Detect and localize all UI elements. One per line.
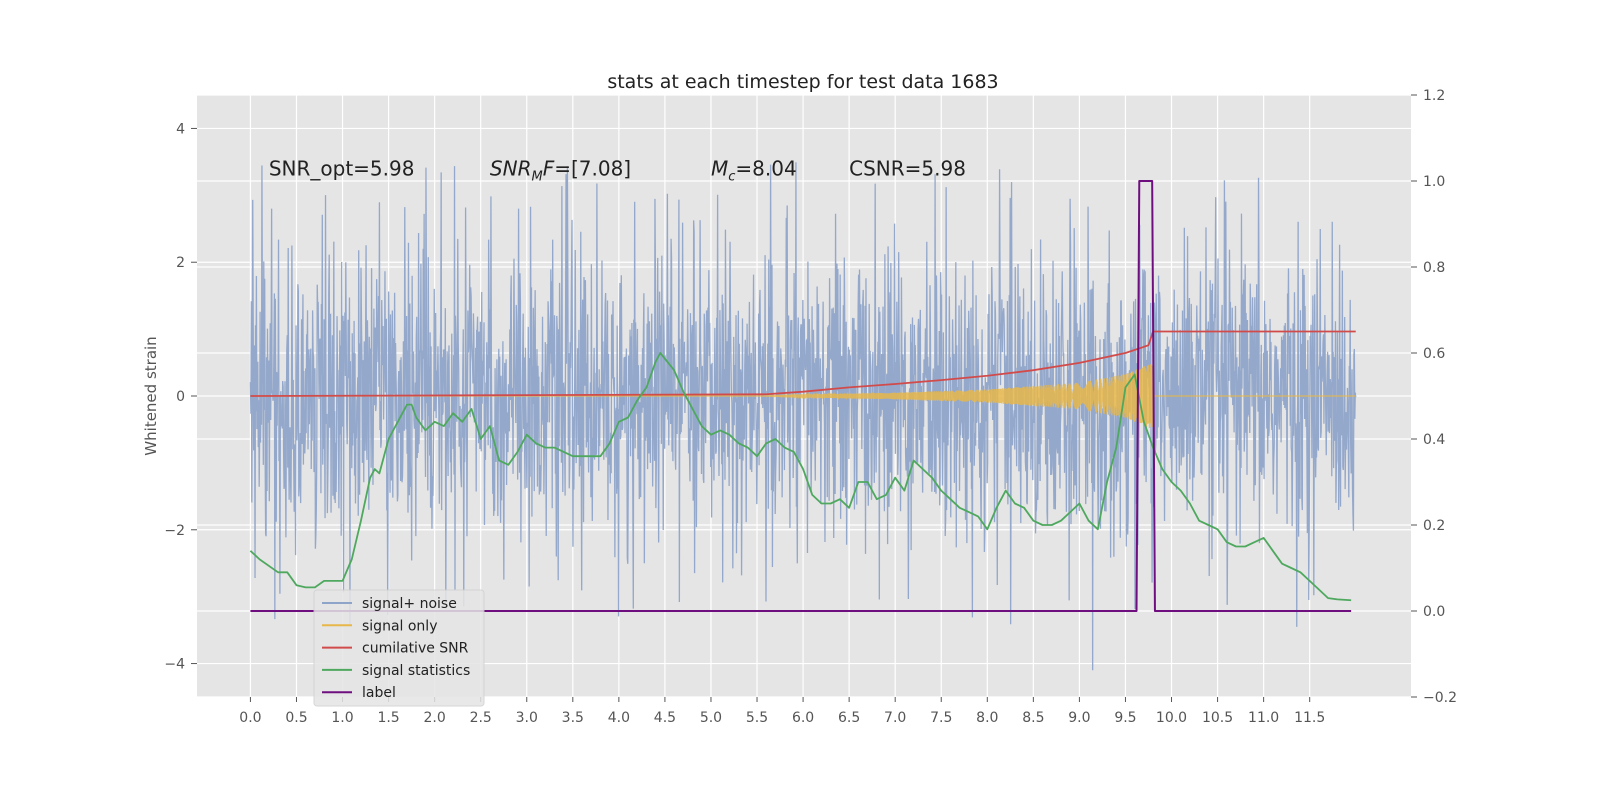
legend-box: [313, 589, 485, 707]
y-tick-label: 2: [176, 255, 185, 271]
x-tick-label: 3.0: [516, 710, 538, 726]
x-tick-label: 8.0: [976, 710, 998, 726]
x-tick-label: 8.5: [1022, 710, 1044, 726]
plot-series: [249, 162, 1357, 671]
legend-label: label: [362, 685, 396, 701]
y2-tick-label: 1.2: [1423, 88, 1445, 104]
x-tick-label: 0.0: [239, 710, 261, 726]
y2-tick-label: 0.8: [1423, 260, 1445, 276]
axes: 0.0 0.5 1.0 1.5 2.0 2.5 3.0 3.5 4.0 4.5 5.0 5.5 6.0 6…: [164, 88, 1457, 726]
x-tick-label: 4.5: [654, 710, 676, 726]
x-tick-label: 2.5: [470, 710, 492, 726]
x-tick-label: 5.0: [700, 710, 722, 726]
annotation-snr-opt: SNR_opt=5.98: [269, 156, 415, 180]
y-tick-label: −2: [164, 523, 185, 539]
y-axis-label: Whitened strain: [142, 336, 160, 455]
x-tick-label: 11.5: [1294, 710, 1325, 726]
legend-label: signal statistics: [362, 663, 470, 679]
x-tick-label: 1.5: [377, 710, 399, 726]
y-tick-label: −4: [164, 657, 185, 673]
y2-tick-label: 0.6: [1423, 346, 1445, 362]
y2-tick-label: 0.4: [1423, 432, 1445, 448]
x-tick-label: 9.0: [1068, 710, 1090, 726]
legend-label: cumilative SNR: [362, 641, 469, 657]
x-tick-label: 4.0: [608, 710, 630, 726]
annotation-mc: Mc=8.04: [711, 156, 797, 184]
x-tick-label: 7.5: [930, 710, 952, 726]
x-tick-label: 6.5: [838, 710, 860, 726]
signal-noise-line: [249, 162, 1357, 671]
x-tick-label: 10.5: [1202, 710, 1233, 726]
legend-label: signal only: [362, 618, 437, 634]
cumulative-snr-line: [250, 330, 1356, 397]
x-tick-label: 10.0: [1156, 710, 1187, 726]
x-tick-label: 7.0: [884, 710, 906, 726]
x-tick-label: 6.0: [792, 710, 814, 726]
annotation-csnr: CSNR=5.98: [849, 156, 966, 180]
x-tick-label: 3.5: [562, 710, 584, 726]
x-tick-label: 5.5: [746, 710, 768, 726]
legend-label: signal+ noise: [362, 596, 457, 612]
x-tick-label: 11.0: [1248, 710, 1279, 726]
y2-tick-label: 0.0: [1423, 604, 1445, 620]
label-line: [250, 180, 1352, 612]
x-tick-label: 2.0: [424, 710, 446, 726]
legend: signal+ noise signal only cumilative SNR si…: [313, 589, 485, 707]
annotation-snr-mf: SNRMF=[7.08]: [490, 156, 631, 184]
x-tick-label: 1.0: [331, 710, 353, 726]
x-tick-label: 0.5: [285, 710, 307, 726]
x-tick-label: 9.5: [1114, 710, 1136, 726]
signal-statistics-line: [249, 352, 1352, 602]
y-tick-label: 0: [176, 389, 185, 405]
annotations: SNR_opt=5.98 SNRMF=[7.08] Mc=8.04 CSNR=5.98: [269, 156, 966, 184]
chart-title: stats at each timestep for test data 168…: [607, 71, 998, 93]
y2-tick-label: 0.2: [1423, 518, 1445, 534]
y2-tick-label: 1.0: [1423, 174, 1445, 190]
y2-tick-label: −0.2: [1423, 690, 1457, 706]
y-tick-label: 4: [176, 121, 185, 137]
